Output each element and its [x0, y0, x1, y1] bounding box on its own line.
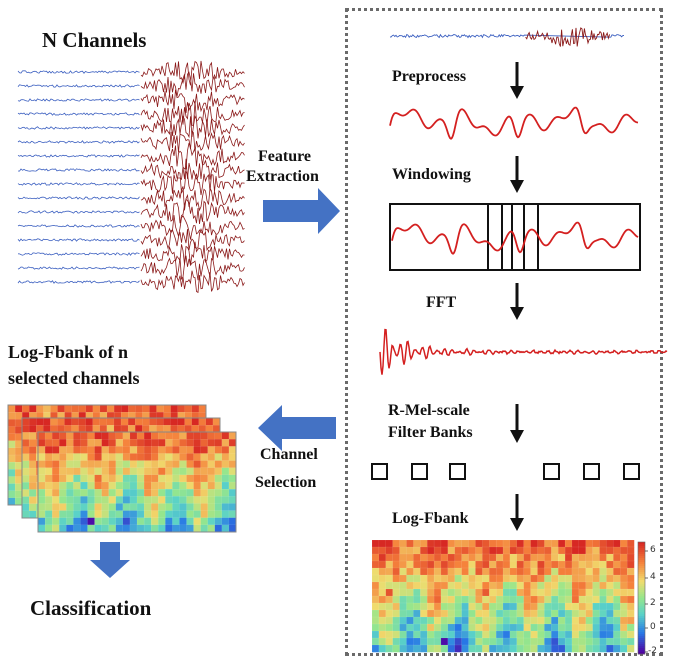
preprocess-label: Preprocess — [392, 68, 467, 85]
eeg-channel-trace-burst — [140, 215, 245, 240]
eeg-channel-trace-burst — [140, 130, 245, 153]
logfbank-label: Log-Fbank — [392, 510, 469, 527]
feature-label-line1: Feature — [258, 148, 312, 165]
n-channels-title: N Channels — [42, 28, 147, 52]
rmel-label-line2: Filter Banks — [388, 424, 473, 441]
windowing-label: Windowing — [392, 166, 471, 183]
pipeline-container — [345, 8, 663, 656]
eeg-channel-trace-quiet — [17, 224, 140, 228]
eeg-channel-trace-burst — [140, 241, 245, 265]
feature-extraction-arrow — [263, 188, 340, 234]
eeg-channel-trace-quiet — [17, 252, 140, 256]
eeg-channel-trace-quiet — [17, 140, 140, 144]
logfbank-selected-title-line1: Log-Fbank of n — [8, 342, 129, 362]
eeg-channel-trace-quiet — [17, 280, 140, 284]
eeg-channel-trace-quiet — [17, 238, 140, 242]
eeg-channel-trace-quiet — [17, 182, 140, 186]
eeg-channel-trace-burst — [140, 101, 245, 126]
rmel-label-line1: R-Mel-scale — [388, 402, 470, 419]
pipeline-arrow-1 — [510, 62, 524, 99]
eeg-channel-trace-quiet — [17, 98, 140, 102]
logfbank-heatmap — [371, 539, 635, 653]
colorbar — [637, 541, 648, 655]
eeg-channel-trace-burst — [140, 158, 245, 181]
eeg-channel-trace-burst — [140, 142, 245, 170]
logfbank-selected-title-line2: selected channels — [8, 368, 140, 388]
colorbar-tick-4: 4 — [650, 572, 656, 582]
selected-channel-heatmaps — [7, 404, 237, 533]
eeg-channel-trace-quiet — [17, 210, 140, 214]
classification-label: Classification — [30, 596, 152, 620]
eeg-channels — [17, 60, 245, 294]
eeg-channel-trace-quiet — [17, 112, 140, 116]
eeg-channel-trace-quiet — [17, 168, 140, 172]
colorbar-tick-2: 2 — [650, 598, 656, 608]
channel-label-line1: Channel — [260, 446, 318, 463]
eeg-channel-trace-burst — [140, 71, 245, 97]
eeg-channel-trace-burst — [140, 255, 245, 281]
windowed-signal — [391, 221, 639, 255]
fft-label: FFT — [426, 294, 457, 311]
colorbar-tick-6: 6 — [650, 545, 656, 555]
eeg-channel-trace-burst — [140, 186, 245, 212]
eeg-channel-trace-quiet — [17, 126, 140, 130]
feature-label-line2: Extraction — [246, 168, 319, 185]
pipeline-arrow-5 — [510, 494, 524, 531]
eeg-channel-trace-quiet — [17, 266, 140, 270]
eeg-channel-trace-burst — [140, 270, 245, 294]
eeg-channel-trace-quiet — [17, 196, 140, 200]
eeg-channel-trace-burst — [140, 115, 245, 139]
colorbar-tick-0: 0 — [650, 622, 656, 632]
pipeline-arrow-2 — [510, 156, 524, 193]
eeg-channel-trace-quiet — [17, 70, 140, 74]
classification-arrow — [90, 542, 130, 578]
channel-label-line2: Selection — [255, 474, 317, 491]
fft-spectrum — [379, 328, 668, 375]
pipeline-arrow-4 — [510, 404, 524, 443]
eeg-channel-trace-quiet — [17, 84, 140, 88]
eeg-channel-trace-quiet — [17, 154, 140, 158]
eeg-channel-trace-burst — [140, 198, 245, 225]
colorbar-tick-minus2: -2 — [648, 646, 657, 656]
eeg-channel-trace-burst — [140, 60, 245, 86]
eeg-channel-trace-burst — [140, 227, 245, 252]
eeg-channel-trace-burst — [140, 170, 245, 196]
pipeline-arrow-3 — [510, 283, 524, 320]
raw-signal — [389, 27, 625, 47]
windowing-frame — [389, 203, 641, 271]
filter-bank-squares — [371, 463, 640, 480]
eeg-channel-trace-burst — [140, 89, 245, 113]
channel-selection-arrow — [258, 405, 336, 451]
preprocessed-signal — [389, 106, 639, 140]
